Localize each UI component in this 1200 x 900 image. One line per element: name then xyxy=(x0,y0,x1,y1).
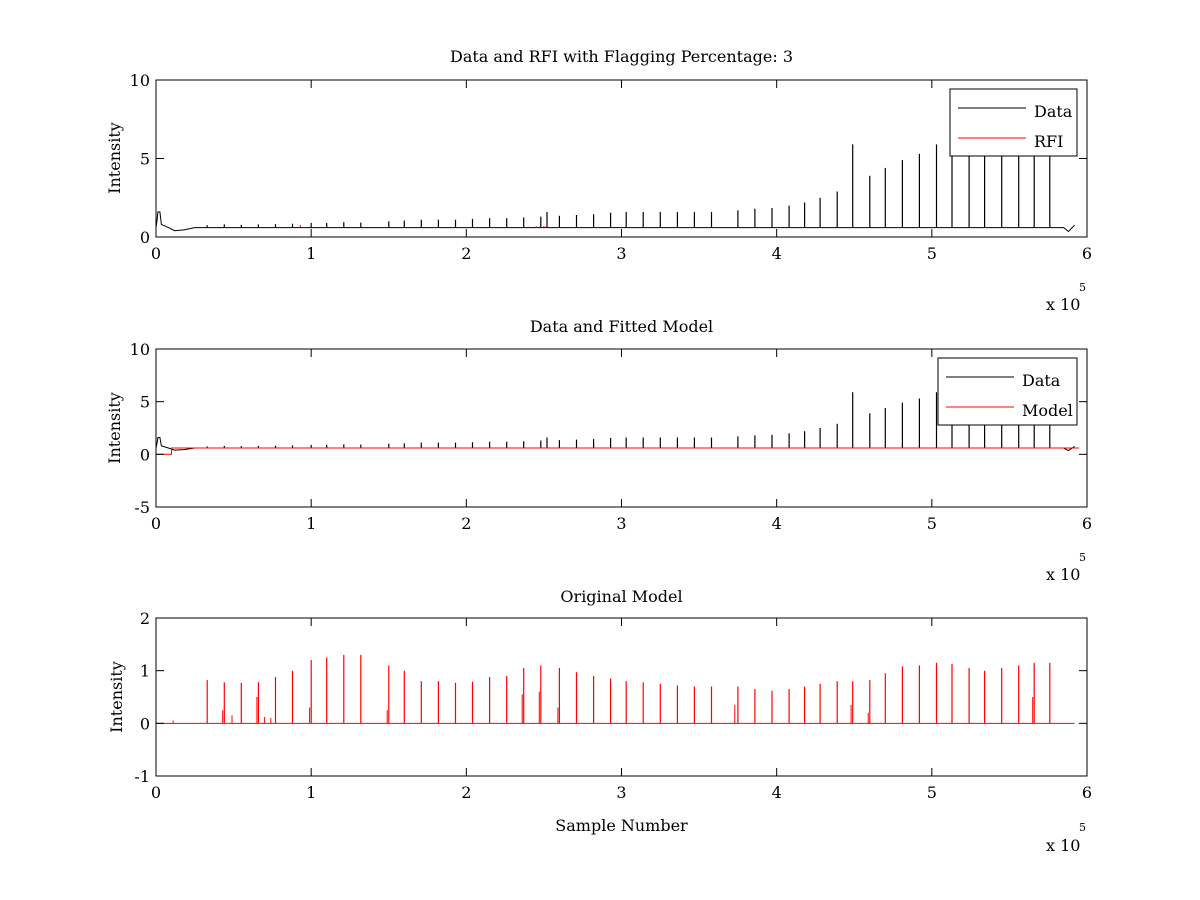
panel-3-ytick-label: -1 xyxy=(134,767,150,786)
panel-2-exponent: x 10 5 xyxy=(1046,551,1086,584)
panel-1-xtick-label: 1 xyxy=(306,244,316,263)
panel-2-ytick-label: 10 xyxy=(130,340,150,359)
panel-3-exponent-power: 5 xyxy=(1079,821,1086,834)
panel-3-xtick-label: 2 xyxy=(461,783,471,802)
panel-3-title: Original Model xyxy=(560,587,682,606)
panel-2-exponent-power: 5 xyxy=(1079,551,1086,564)
panel-1-ytick-label: 5 xyxy=(140,150,150,169)
panel-2-xtick-label: 5 xyxy=(927,514,937,533)
panel-1-plot-area: 0 1 2 3 4 5 6 0 5 10 xyxy=(130,71,1092,263)
panel-1-exponent-prefix: x 10 xyxy=(1046,295,1080,314)
legend-label-rfi: RFI xyxy=(1034,132,1063,151)
panel-2-xtick-label: 1 xyxy=(306,514,316,533)
panel-2-title: Data and Fitted Model xyxy=(530,317,713,336)
panel-2-ytick-label: -5 xyxy=(134,498,150,517)
panel-2-ytick-label: 5 xyxy=(140,393,150,412)
panel-1-exponent: x 10 5 xyxy=(1046,281,1086,314)
panel-1-ytick-label: 0 xyxy=(140,228,150,247)
panel-3-series-series xyxy=(156,654,1075,724)
panel-2: Data and Fitted Model Intensity x 10 5 0… xyxy=(105,317,1092,584)
panel-3-xtick-label: 1 xyxy=(306,783,316,802)
panel-1-series-data xyxy=(155,144,1075,233)
panel-3-ylabel: Intensity xyxy=(107,661,126,733)
legend-label-data: Data xyxy=(1034,102,1073,121)
panel-3-exponent-prefix: x 10 xyxy=(1046,836,1080,855)
legend-label-data-2: Data xyxy=(1022,371,1061,390)
panel-1-legend-box xyxy=(949,88,1078,157)
panel-1-legend: Data RFI xyxy=(949,88,1078,157)
panel-1-ytick-label: 10 xyxy=(130,71,150,90)
panel-3-xtick-label: 0 xyxy=(151,783,161,802)
panel-1-exponent-power: 5 xyxy=(1079,281,1086,294)
panel-2-xtick-label: 3 xyxy=(616,514,626,533)
panel-1: Data and RFI with Flagging Percentage: 3… xyxy=(105,47,1092,314)
panel-2-ytick-label: 0 xyxy=(140,445,150,464)
panel-3: Original Model Intensity Sample Number x… xyxy=(107,587,1092,855)
panel-2-xtick-label: 4 xyxy=(772,514,782,533)
panel-1-ylabel: Intensity xyxy=(105,122,124,194)
panel-1-xtick-label: 2 xyxy=(461,244,471,263)
panel-3-ytick-label: 0 xyxy=(140,714,150,733)
panel-2-xtick-label: 6 xyxy=(1082,514,1092,533)
panel-3-xtick-label: 6 xyxy=(1082,783,1092,802)
panel-2-xtick-label: 2 xyxy=(461,514,471,533)
panel-1-baseline-trace xyxy=(155,211,1075,233)
panel-3-xtick-label: 5 xyxy=(927,783,937,802)
panel-1-series-rfi xyxy=(299,225,545,228)
panel-3-xtick-label: 4 xyxy=(772,783,782,802)
panel-1-xtick-label: 4 xyxy=(772,244,782,263)
panel-3-xlabel: Sample Number xyxy=(555,816,688,835)
panel-1-xtick-label: 5 xyxy=(927,244,937,263)
panel-1-title: Data and RFI with Flagging Percentage: 3 xyxy=(450,47,793,66)
panel-3-xtick-label: 3 xyxy=(616,783,626,802)
panel-3-ytick-label: 1 xyxy=(140,662,150,681)
panel-1-xtick-label: 0 xyxy=(151,244,161,263)
panel-3-exponent: x 10 5 xyxy=(1046,821,1086,855)
panel-2-xtick-label: 0 xyxy=(151,514,161,533)
panel-1-xtick-label: 3 xyxy=(616,244,626,263)
panel-1-xtick-label: 6 xyxy=(1082,244,1092,263)
panel-2-legend-box xyxy=(937,357,1078,426)
panel-2-ylabel: Intensity xyxy=(105,392,124,464)
panel-3-ytick-label: 2 xyxy=(140,609,150,628)
legend-label-model: Model xyxy=(1022,401,1073,420)
panel-2-exponent-prefix: x 10 xyxy=(1046,565,1080,584)
panel-2-legend: Data Model xyxy=(937,357,1078,426)
